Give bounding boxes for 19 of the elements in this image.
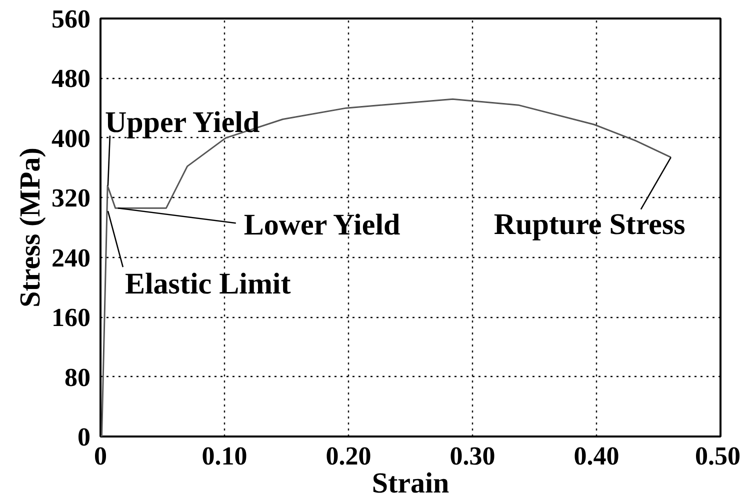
y-tick-label: 480 [52,64,90,94]
y-axis-title: Stress (MPa) [14,148,46,308]
annotation: Upper Yield [104,106,260,140]
x-tick-label: 0.50 [695,442,740,470]
y-tick-label: 560 [52,4,90,34]
annotation: Elastic Limit [124,268,291,301]
y-tick-label: 80 [64,362,90,392]
y-tick-label: 240 [52,243,90,272]
x-tick-label: 0.10 [202,442,248,470]
x-axis-title: Strain [372,468,450,500]
y-tick-label: 0 [78,422,90,452]
y-tick-label: 400 [52,124,90,153]
annotation: Lower Yield [244,208,401,242]
x-tick-label: 0.30 [450,442,496,470]
x-tick-label: 0.40 [574,442,620,470]
y-tick-label: 160 [52,303,90,332]
x-tick-label: 0.20 [326,442,372,470]
annotation: Rupture Stress [494,208,686,241]
y-tick-label: 320 [52,184,90,213]
